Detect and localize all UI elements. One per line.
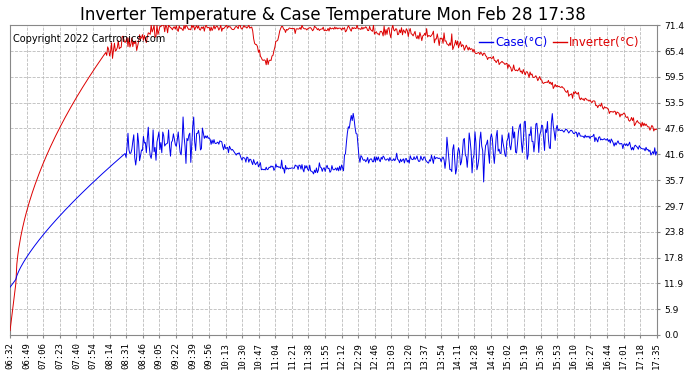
Title: Inverter Temperature & Case Temperature Mon Feb 28 17:38: Inverter Temperature & Case Temperature … <box>81 6 586 24</box>
Legend: Case(°C), Inverter(°C): Case(°C), Inverter(°C) <box>474 31 644 54</box>
Text: Copyright 2022 Cartronics.com: Copyright 2022 Cartronics.com <box>13 34 166 44</box>
